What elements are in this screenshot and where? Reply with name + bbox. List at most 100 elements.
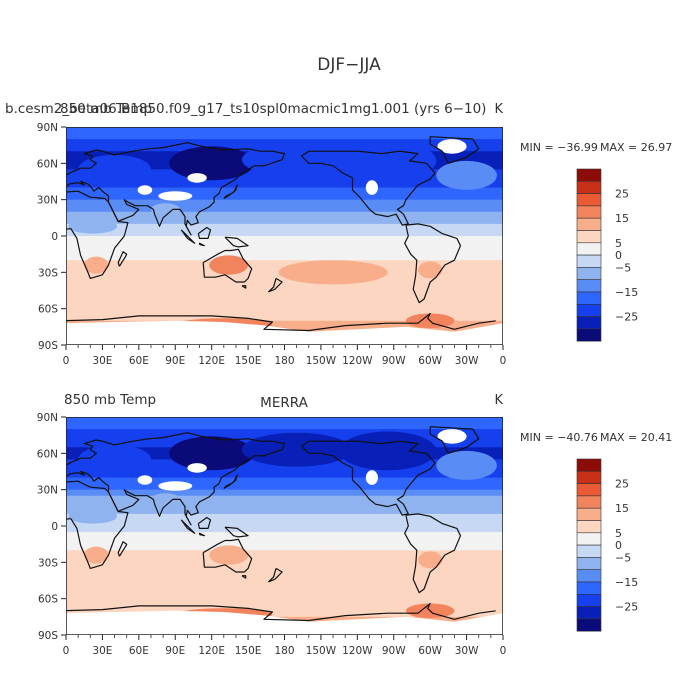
panel-merra-zonal-band	[66, 586, 503, 594]
panel-model-zonal-band	[66, 223, 503, 231]
panel-model-colorbar: 25 15 50−5 −15 −25	[576, 168, 638, 342]
panel-model-coastline-greenland	[429, 136, 480, 164]
panel-model-x-tick-label: 180	[274, 355, 294, 367]
panel-model-colorbar-swatch	[576, 168, 602, 182]
panel-model-units: K	[494, 102, 503, 117]
panel-merra-x-tick-label: 0	[500, 645, 507, 657]
panel-merra-colorbar-swatch	[576, 544, 602, 558]
panel-model-zonal-band	[66, 290, 503, 298]
panel-merra-pacific-arctic-cold	[242, 432, 352, 467]
panel-merra-y-tick-label: 60S	[38, 594, 58, 606]
panel-merra-coastline-eurasia	[66, 432, 286, 526]
panel-model-missing-data-mongolia-plateau	[187, 173, 207, 183]
panel-merra-missing-data-iran-plateau	[137, 475, 153, 485]
panel-model-zonal-band	[66, 254, 503, 261]
panel-merra-colorbar-swatch	[576, 458, 602, 472]
panel-model-max-label: MAX = 26.97	[600, 141, 672, 154]
panel-model-colorbar-label: 0	[615, 249, 622, 262]
panel-merra-x-tick-label: 150E	[235, 645, 262, 657]
panel-merra-missing-data-greenland	[437, 429, 467, 444]
panel-model-y-tick-label: 60S	[38, 304, 58, 316]
panel-merra-zonal-band	[66, 604, 503, 612]
panel-model-zonal-band	[66, 260, 503, 267]
panel-model-coastline-australia	[202, 248, 253, 283]
panel-merra-x-tick-label: 90W	[382, 645, 406, 657]
panel-model-coastline-japan	[223, 184, 238, 200]
panel-merra-zonal-band	[66, 495, 503, 503]
panel-model-zonal-band	[66, 229, 503, 237]
panel-model-y-tick-label: 30S	[38, 267, 58, 279]
panel-model-zonal-band	[66, 278, 503, 286]
panel-merra-coastline-north-america	[301, 440, 436, 516]
panel-merra-zonal-band	[66, 513, 503, 521]
panel-merra-colorbar-label: 25	[615, 478, 629, 491]
panel-model-colorbar-swatch	[576, 291, 602, 305]
panel-model-y-tick-label: 60N	[37, 158, 58, 170]
panel-merra-coastline-south-america	[404, 513, 462, 594]
panel-merra-australia-warm	[209, 545, 249, 565]
panel-merra-colorbar-swatch	[576, 557, 602, 571]
panel-merra-coastline-japan	[223, 474, 238, 490]
panel-merra-x-tick-label: 180	[274, 645, 294, 657]
panel-merra-southern-africa-warm	[84, 546, 109, 564]
panel-model-missing-data-rockies	[365, 180, 378, 195]
panel-merra-missing-data-tibet-plateau	[158, 481, 193, 491]
panel-merra-colorbar-swatch	[576, 581, 602, 595]
panel-model-north-america-cold	[339, 141, 437, 181]
panel-model-y-tick-label: 90N	[37, 122, 58, 134]
panel-merra-x-tick-label: 90E	[165, 645, 185, 657]
panel-model-colorbar-swatch	[576, 279, 602, 293]
panel-model-colorbar-label: 25	[615, 188, 629, 201]
panel-merra-colorbar-label: 5	[615, 527, 622, 540]
panel-model-missing-data-greenland	[437, 139, 467, 154]
panel-model-x-tick-label: 150E	[235, 355, 262, 367]
panel-model-x-tick-label: 0	[500, 355, 507, 367]
panel-model-coastline-new-guinea	[224, 236, 249, 248]
panel-model-coastline-britain	[59, 166, 65, 172]
panel-model-x-tick-label: 60E	[129, 355, 149, 367]
panel-model-colorbar-label: −25	[615, 311, 638, 324]
panel-merra-zonal-band	[66, 526, 503, 533]
panel-model-y-tick-label: 0	[51, 231, 58, 243]
panel-merra-coastline-java	[198, 532, 205, 537]
panel-model-colorbar-swatch	[576, 230, 602, 244]
panel-model-zonal-band	[66, 217, 503, 225]
panel-model-zonal-band	[66, 175, 503, 183]
panel-model-x-tick-label: 30E	[92, 355, 112, 367]
panel-model-zonal-band	[66, 314, 503, 322]
panel-model-zonal-band	[66, 242, 503, 249]
panel-merra-coastline-new-zealand	[268, 567, 283, 583]
panel-model-zonal-band	[66, 181, 503, 189]
panel-merra-zonal-band	[66, 477, 503, 485]
panel-model-variable-label: 850 mb Temp	[60, 101, 152, 117]
panel-model-zonal-band	[66, 139, 503, 146]
panel-merra-colorbar-label: 15	[615, 502, 629, 515]
panel-merra-x-tick-label: 150W	[306, 645, 337, 657]
panel-model-australia-warm	[209, 255, 249, 275]
panel-model-antarctica-missing-data	[66, 320, 503, 345]
panel-merra-colorbar-swatch	[576, 569, 602, 583]
panel-model-colorbar-swatch	[576, 303, 602, 317]
panel-merra-zonal-band	[66, 568, 503, 576]
panel-model-colorbar-swatch	[576, 205, 602, 219]
panel-model: b.cesm2_beta06.B1850.f09_g17_ts10spl0mac…	[5, 101, 672, 367]
panel-merra-y-tick-label: 0	[51, 521, 58, 533]
panel-model-coastline-africa	[66, 190, 129, 279]
panel-merra-coastline-britain	[59, 456, 65, 462]
panel-merra-min-label: MIN = −40.76	[520, 431, 598, 444]
panel-model-colorbar-swatch	[576, 328, 602, 342]
panel-merra-variable-label: 850 mb Temp	[64, 392, 156, 408]
panel-merra-zonal-band	[66, 417, 503, 424]
panel-merra-colorbar-swatch	[576, 606, 602, 620]
panel-merra-colorbar-swatch	[576, 520, 602, 534]
panel-merra-coastline-australia	[202, 538, 253, 573]
panel-merra-y-tick-label: 90N	[37, 412, 58, 424]
panel-merra-eurasia-cold	[78, 444, 151, 474]
panel-model-colorbar-swatch	[576, 316, 602, 330]
panel-model-x-tick-label: 120W	[342, 355, 373, 367]
panel-model-missing-data-tibet-plateau	[158, 191, 193, 201]
panel-merra-y-tick-label: 30N	[37, 485, 58, 497]
panel-model-pacific-arctic-cold	[242, 142, 352, 177]
panel-model-coastline-new-zealand	[268, 277, 283, 293]
